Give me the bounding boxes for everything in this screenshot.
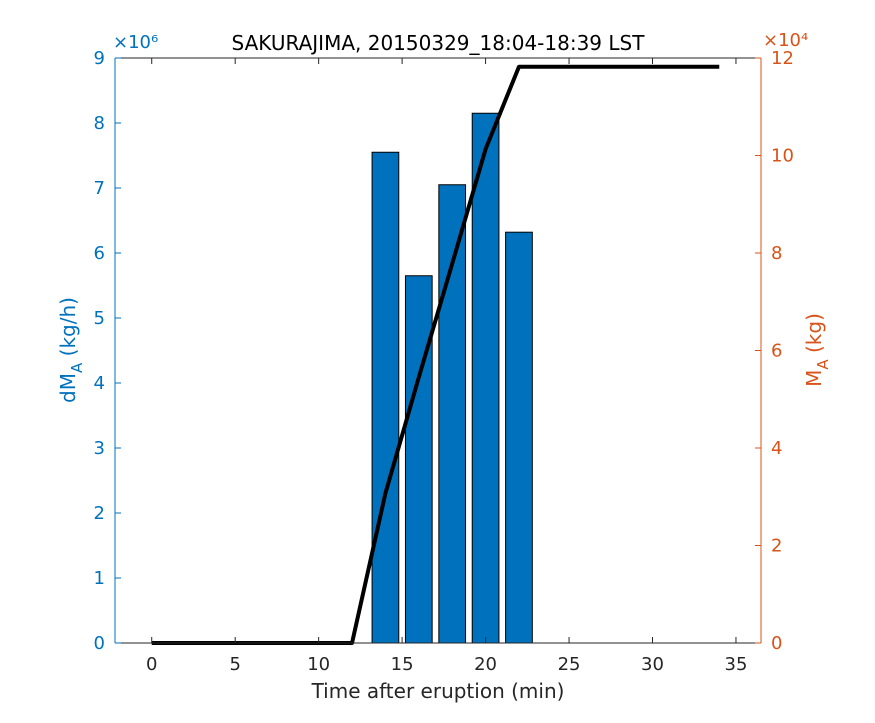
- x-axis-label: Time after eruption (min): [311, 679, 565, 703]
- left-tick-label: 2: [94, 503, 105, 524]
- left-axis-label-base: dM: [56, 373, 80, 403]
- bar: [505, 231, 533, 644]
- right-axis-label-sub: A: [814, 359, 832, 370]
- left-tick-label: 1: [94, 568, 105, 589]
- right-tick-label: 2: [771, 536, 782, 557]
- right-ticks: 0 2 4 6 8 10 12: [755, 48, 794, 654]
- right-exponent-label: ×10⁴: [763, 30, 808, 51]
- x-tick-label: 0: [146, 654, 157, 675]
- right-tick-label: 4: [771, 438, 782, 459]
- left-axis-label-sub: A: [68, 362, 86, 373]
- right-tick-label: 6: [771, 341, 782, 362]
- right-axis-label-unit: (kg): [802, 313, 826, 359]
- x-ticks: 0 5 10 15 20 25 30 35: [146, 58, 747, 675]
- right-tick-label: 8: [771, 243, 782, 264]
- left-axis-label-unit: (kg/h): [56, 297, 80, 363]
- left-tick-label: 5: [94, 308, 105, 329]
- right-axis-label: MA (kg): [802, 313, 832, 387]
- left-ticks: 0 1 2 3 4 5 6 7 8 9: [94, 48, 121, 654]
- left-tick-label: 3: [94, 438, 105, 459]
- right-tick-label: 12: [771, 48, 794, 69]
- left-tick-label: 7: [94, 178, 105, 199]
- x-tick-label: 5: [229, 654, 240, 675]
- plot-area: [115, 58, 761, 643]
- left-tick-label: 8: [94, 113, 105, 134]
- bar: [371, 151, 400, 644]
- chart-title: SAKURAJIMA, 20150329_18:04-18:39 LST: [232, 31, 646, 55]
- x-tick-label: 20: [474, 654, 497, 675]
- bar-series: [371, 112, 533, 644]
- cumulative-mass-line: [151, 64, 720, 645]
- bar: [438, 184, 467, 644]
- x-tick-label: 15: [391, 654, 414, 675]
- right-tick-label: 10: [771, 146, 794, 167]
- x-tick-label: 35: [725, 654, 748, 675]
- bar: [471, 112, 500, 644]
- x-tick-label: 10: [307, 654, 330, 675]
- left-tick-label: 9: [94, 48, 105, 69]
- bar: [404, 275, 433, 644]
- left-exponent-label: ×10⁶: [113, 32, 158, 53]
- right-tick-label: 0: [771, 633, 782, 654]
- left-tick-label: 4: [94, 373, 105, 394]
- right-axis-label-base: M: [802, 370, 826, 387]
- left-tick-label: 6: [94, 243, 105, 264]
- x-tick-label: 30: [641, 654, 664, 675]
- left-tick-label: 0: [94, 633, 105, 654]
- x-tick-label: 25: [558, 654, 581, 675]
- left-axis-label: dMA (kg/h): [56, 297, 86, 403]
